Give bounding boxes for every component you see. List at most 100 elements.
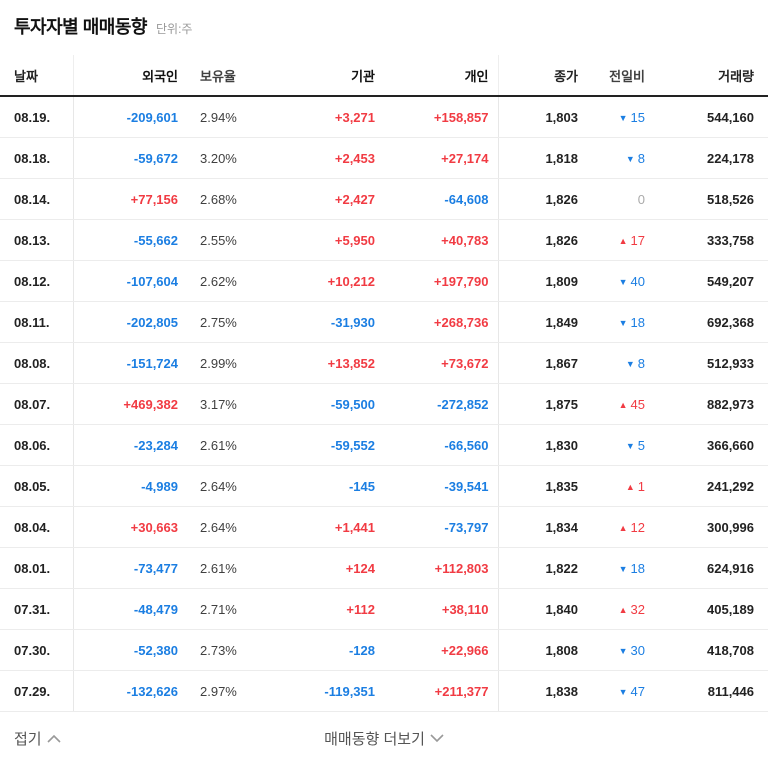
date-cell: 07.29. (0, 670, 74, 712)
institution-cell: -31,930 (258, 301, 378, 343)
down-triangle-icon: ▼ (618, 563, 628, 574)
ratio-cell: 2.61% (178, 547, 258, 589)
collapse-label: 접기 (14, 731, 42, 748)
foreign-cell: -59,672 (73, 137, 178, 179)
down-triangle-icon: ▼ (618, 317, 628, 328)
institution-cell: -128 (258, 629, 378, 671)
volume-cell: 518,526 (645, 178, 768, 220)
down-triangle-icon: ▼ (618, 645, 628, 656)
close-cell: 1,808 (498, 629, 578, 671)
date-cell: 08.14. (0, 178, 74, 220)
ratio-cell: 2.99% (178, 342, 258, 384)
chevron-down-icon (430, 734, 444, 743)
foreign-cell: -52,380 (73, 629, 178, 671)
volume-cell: 811,446 (645, 670, 768, 712)
ratio-cell: 2.71% (178, 588, 258, 630)
down-triangle-icon: ▼ (618, 276, 628, 287)
close-cell: 1,818 (498, 137, 578, 179)
close-cell: 1,849 (498, 301, 578, 343)
volume-cell: 512,933 (645, 342, 768, 384)
institution-cell: +2,453 (258, 137, 378, 179)
institution-cell: +13,852 (258, 342, 378, 384)
individual-cell: -39,541 (378, 465, 499, 507)
table-row: 08.11. -202,805 2.75% -31,930 +268,736 1,849 ▼… (0, 301, 768, 343)
close-cell: 1,834 (498, 506, 578, 548)
investor-trading-table: 날짜 외국인 보유율 기관 개인 종가 전일비 거래량 08.19. -209,6… (0, 55, 768, 712)
col-header-institution: 기관 (258, 55, 378, 97)
ratio-cell: 2.75% (178, 301, 258, 343)
table-row: 08.05. -4,989 2.64% -145 -39,541 1,835 ▲ 1 241,2… (0, 465, 768, 507)
ratio-cell: 3.17% (178, 383, 258, 425)
change-cell: ▲ 32 (578, 588, 645, 630)
institution-cell: +3,271 (258, 96, 378, 138)
ratio-cell: 2.61% (178, 424, 258, 466)
table-body: 08.19. -209,601 2.94% +3,271 +158,857 1,803 ▼ 1… (0, 96, 768, 712)
institution-cell: -59,500 (258, 383, 378, 425)
change-value: 17 (630, 232, 645, 248)
table-row: 08.18. -59,672 3.20% +2,453 +27,174 1,818 ▼ 8 22… (0, 137, 768, 179)
date-cell: 08.06. (0, 424, 74, 466)
up-triangle-icon: ▲ (618, 604, 628, 615)
foreign-cell: -4,989 (73, 465, 178, 507)
col-header-change: 전일비 (578, 55, 645, 97)
date-cell: 07.30. (0, 629, 74, 671)
page-title: 투자자별 매매동향 (14, 17, 147, 37)
institution-cell: -145 (258, 465, 378, 507)
volume-cell: 544,160 (645, 96, 768, 138)
date-cell: 08.04. (0, 506, 74, 548)
table-row: 08.08. -151,724 2.99% +13,852 +73,672 1,867 ▼ 8… (0, 342, 768, 384)
individual-cell: +38,110 (378, 588, 499, 630)
up-triangle-icon: ▲ (618, 522, 628, 533)
change-cell: 0 (578, 178, 645, 220)
individual-cell: +268,736 (378, 301, 499, 343)
individual-cell: -66,560 (378, 424, 499, 466)
change-cell: ▲ 12 (578, 506, 645, 548)
col-header-foreign: 외국인 (73, 55, 178, 97)
col-header-volume: 거래량 (645, 55, 768, 97)
table-header: 날짜 외국인 보유율 기관 개인 종가 전일비 거래량 (0, 55, 768, 97)
change-value: 18 (630, 560, 645, 576)
date-cell: 08.07. (0, 383, 74, 425)
close-cell: 1,826 (498, 178, 578, 220)
ratio-cell: 2.68% (178, 178, 258, 220)
individual-cell: +158,857 (378, 96, 499, 138)
up-triangle-icon: ▲ (618, 235, 628, 246)
down-triangle-icon: ▼ (625, 440, 635, 451)
collapse-link[interactable]: 접기 (14, 728, 61, 749)
date-cell: 08.08. (0, 342, 74, 384)
table-row: 07.30. -52,380 2.73% -128 +22,966 1,808 ▼ 30 418… (0, 629, 768, 671)
change-value: 30 (630, 642, 645, 658)
institution-cell: -119,351 (258, 670, 378, 712)
individual-cell: +197,790 (378, 260, 499, 302)
ratio-cell: 3.20% (178, 137, 258, 179)
ratio-cell: 2.97% (178, 670, 258, 712)
down-triangle-icon: ▼ (618, 686, 628, 697)
foreign-cell: -48,479 (73, 588, 178, 630)
change-flat-value: 0 (637, 191, 645, 207)
foreign-cell: -107,604 (73, 260, 178, 302)
close-cell: 1,822 (498, 547, 578, 589)
change-cell: ▲ 45 (578, 383, 645, 425)
close-cell: 1,835 (498, 465, 578, 507)
col-header-date: 날짜 (0, 55, 74, 97)
individual-cell: -64,608 (378, 178, 499, 220)
change-value: 5 (637, 437, 645, 453)
foreign-cell: -55,662 (73, 219, 178, 261)
date-cell: 08.12. (0, 260, 74, 302)
unit-label: 단위:주 (155, 22, 193, 36)
ratio-cell: 2.73% (178, 629, 258, 671)
change-value: 47 (630, 683, 645, 699)
foreign-cell: -73,477 (73, 547, 178, 589)
foreign-cell: -151,724 (73, 342, 178, 384)
close-cell: 1,826 (498, 219, 578, 261)
more-trading-link[interactable]: 매매동향 더보기 (0, 728, 768, 749)
foreign-cell: +30,663 (73, 506, 178, 548)
individual-cell: +112,803 (378, 547, 499, 589)
ratio-cell: 2.94% (178, 96, 258, 138)
date-cell: 08.01. (0, 547, 74, 589)
date-cell: 08.19. (0, 96, 74, 138)
individual-cell: +73,672 (378, 342, 499, 384)
table-row: 07.31. -48,479 2.71% +112 +38,110 1,840 ▲ 32 405… (0, 588, 768, 630)
institution-cell: +5,950 (258, 219, 378, 261)
